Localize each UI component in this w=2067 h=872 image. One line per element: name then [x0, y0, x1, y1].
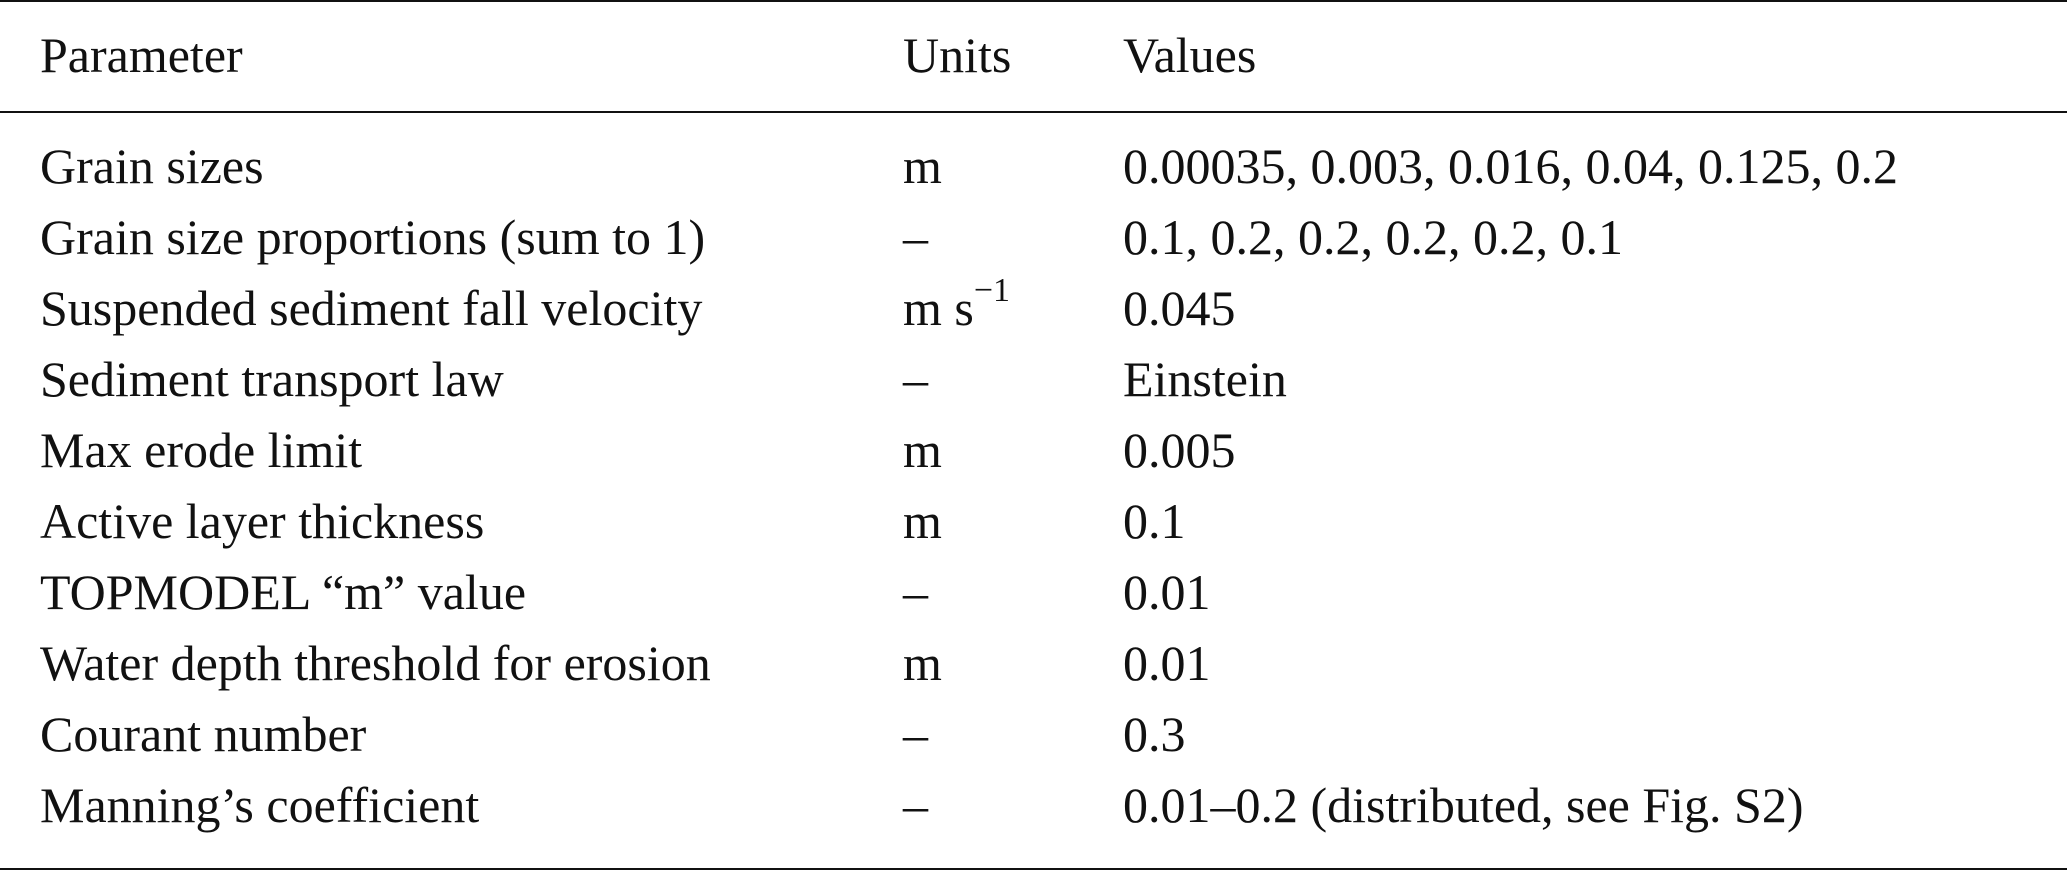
row-units-base: –	[903, 351, 928, 407]
row-parameter: Sediment transport law	[40, 351, 504, 407]
row-units-base: m	[903, 493, 942, 549]
row-units-base: m s	[903, 280, 974, 336]
table-row: Manning’s coefficient – 0.01–0.2 (distri…	[0, 752, 2067, 830]
row-values: 0.1, 0.2, 0.2, 0.2, 0.2, 0.1	[1123, 209, 1623, 265]
table-row: Grain size proportions (sum to 1) – 0.1,…	[0, 184, 2067, 262]
table-row: TOPMODEL “m” value – 0.01	[0, 539, 2067, 617]
table-row: Sediment transport law – Einstein	[0, 326, 2067, 404]
row-parameter: TOPMODEL “m” value	[40, 564, 527, 620]
row-parameter: Manning’s coefficient	[40, 777, 480, 833]
row-units-base: –	[903, 564, 928, 620]
row-values: 0.01	[1123, 635, 1211, 691]
row-units: m	[903, 496, 942, 546]
row-values: 0.005	[1123, 422, 1236, 478]
table-row: Water depth threshold for erosion m 0.01	[0, 610, 2067, 688]
row-units-exponent: −1	[973, 272, 1011, 310]
row-units: m s−1	[903, 274, 1010, 336]
row-units: –	[903, 567, 928, 617]
row-parameter: Grain sizes	[40, 138, 264, 194]
row-units-base: m	[903, 138, 942, 194]
row-values: 0.1	[1123, 493, 1186, 549]
table-header-rule	[0, 111, 2067, 113]
row-units: –	[903, 354, 928, 404]
row-units-base: –	[903, 777, 928, 833]
row-units-base: m	[903, 422, 942, 478]
table-row: Grain sizes m 0.00035, 0.003, 0.016, 0.0…	[0, 113, 2067, 191]
table-row: Suspended sediment fall velocity m s−1 0…	[0, 255, 2067, 333]
row-units-base: m	[903, 635, 942, 691]
row-units-base: –	[903, 706, 928, 762]
row-units: –	[903, 780, 928, 830]
row-parameter: Grain size proportions (sum to 1)	[40, 209, 706, 265]
row-parameter: Active layer thickness	[40, 493, 485, 549]
row-parameter: Max erode limit	[40, 422, 363, 478]
row-units: m	[903, 141, 942, 191]
row-values: 0.045	[1123, 280, 1236, 336]
row-values: 0.3	[1123, 706, 1186, 762]
row-parameter: Courant number	[40, 706, 367, 762]
header-units: Units	[903, 27, 1012, 83]
table-row: Active layer thickness m 0.1	[0, 468, 2067, 546]
row-units: m	[903, 425, 942, 475]
row-values: 0.01	[1123, 564, 1211, 620]
row-values: 0.01–0.2 (distributed, see Fig. S2)	[1123, 777, 1804, 833]
row-values: 0.00035, 0.003, 0.016, 0.04, 0.125, 0.2	[1123, 138, 1898, 194]
row-values: Einstein	[1123, 351, 1287, 407]
table-body: Grain sizes m 0.00035, 0.003, 0.016, 0.0…	[0, 113, 2067, 868]
table-bottom-rule	[0, 868, 2067, 870]
header-values: Values	[1123, 27, 1257, 83]
row-units: m	[903, 638, 942, 688]
table-top-rule	[0, 0, 2067, 2]
row-units-base: –	[903, 209, 928, 265]
table-header-row: Parameter Units Values	[0, 0, 2067, 111]
header-parameter: Parameter	[40, 27, 243, 83]
row-parameter: Suspended sediment fall velocity	[40, 280, 703, 336]
table-row: Max erode limit m 0.005	[0, 397, 2067, 475]
table-row: Courant number – 0.3	[0, 681, 2067, 759]
row-units: –	[903, 709, 928, 759]
row-units: –	[903, 212, 928, 262]
row-parameter: Water depth threshold for erosion	[40, 635, 711, 691]
